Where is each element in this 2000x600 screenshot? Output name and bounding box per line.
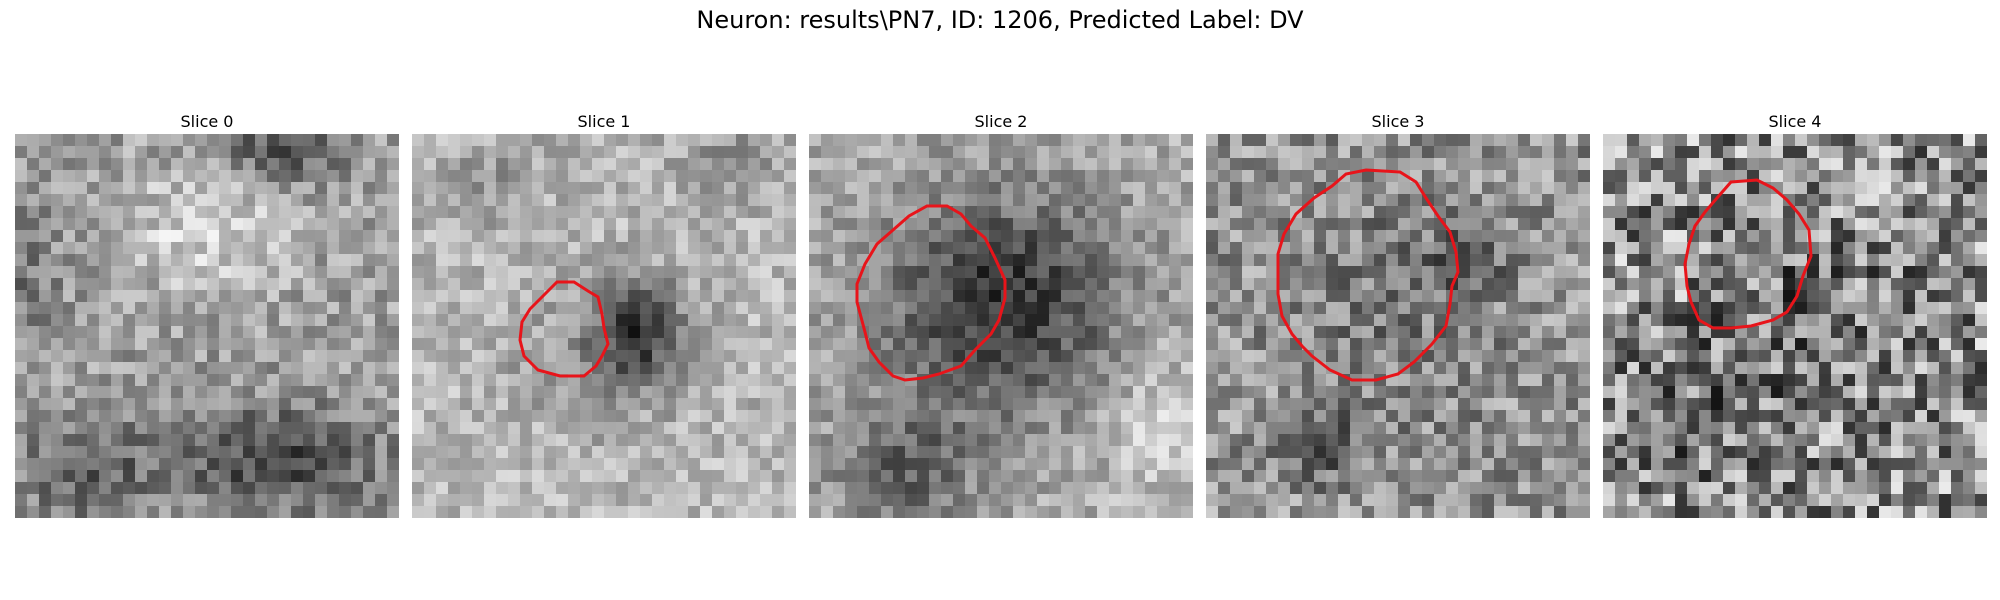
slice-title: Slice 2 [974,112,1028,131]
segmentation-contour [855,204,1007,382]
slice-image [1603,134,1987,518]
segmentation-contour [1683,178,1813,330]
slice-title: Slice 3 [1371,112,1425,131]
slice-panel-3: Slice 3 [1206,110,1590,518]
slice-panel-1: Slice 1 [412,110,796,518]
slice-panel-0: Slice 0 [15,110,399,518]
slice-image [412,134,796,518]
slice-image [809,134,1193,518]
slice-image [1206,134,1590,518]
segmentation-contour [1276,168,1460,382]
slice-title: Slice 0 [180,112,234,131]
slice-title: Slice 4 [1768,112,1822,131]
slice-panel-4: Slice 4 [1603,110,1987,518]
figure-title: Neuron: results\PN7, ID: 1206, Predicted… [696,6,1304,34]
slice-image [15,134,399,518]
slice-title: Slice 1 [577,112,631,131]
segmentation-contour [518,280,610,378]
slice-panel-2: Slice 2 [809,110,1193,518]
